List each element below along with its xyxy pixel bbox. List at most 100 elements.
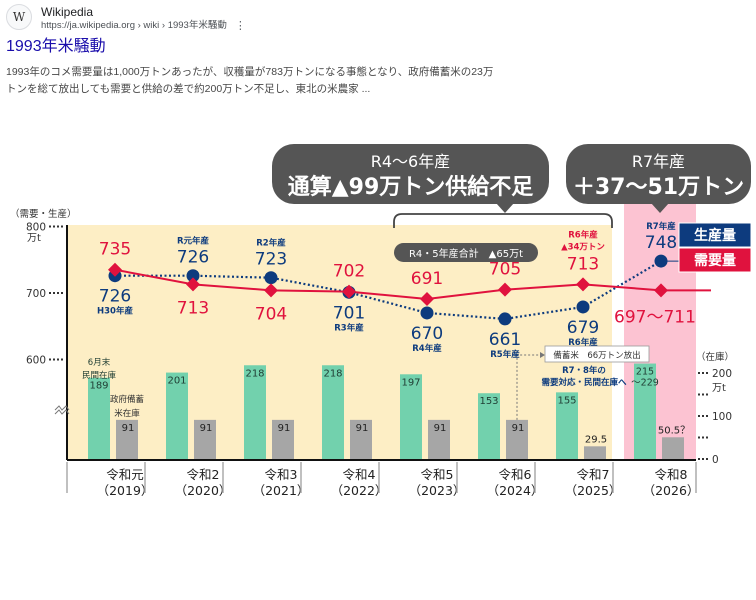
demand-value-label: 713: [567, 254, 599, 274]
data-labels: 189 201 218 218 197 153 155 215〜229 91 91 91 91 91 91…: [82, 221, 752, 445]
production-year-label: R3年産: [334, 322, 364, 333]
axes: （需要・生産） 800 700 600 万t （在庫） 200 100 0 万t 令和元（2019）…: [10, 208, 734, 498]
demand-value-label: 697〜711: [614, 307, 696, 327]
private-stock-label: 218: [245, 368, 264, 379]
demand-point: [108, 262, 122, 277]
shortfall-callout-bubble: [272, 144, 549, 204]
release-note-2: 需要対応・民間在庫へ: [541, 377, 627, 388]
release-box-text: 備蓄米 66万トン放出: [553, 350, 640, 361]
production-value-label: 726: [99, 287, 131, 307]
private-stock-caption: 民間在庫: [82, 370, 117, 381]
production-value-label: 726: [177, 248, 209, 268]
demand-point: [264, 283, 278, 298]
shortfall-callout-line2: 通算▲99万トン供給不足: [288, 174, 534, 200]
shortfall-callout-line1: R4〜6年産: [371, 152, 450, 171]
demand-value-label: 713: [177, 298, 209, 318]
category-era-label: 令和8: [655, 467, 688, 482]
private-stock-bar: [322, 365, 344, 459]
production-year-label: R5年産: [490, 349, 520, 360]
legend-demand-label: 需要量: [694, 252, 736, 269]
production-value-label: 723: [255, 250, 287, 270]
demand-point: [654, 283, 668, 298]
right-tick-label: 0: [712, 454, 719, 466]
gov-stock-bar: [116, 419, 138, 459]
release-note-1: R7・8年の: [562, 365, 606, 376]
production-value-label: 670: [411, 324, 443, 344]
private-stock-bar: [478, 393, 500, 459]
private-stock-label: 189: [89, 381, 108, 392]
production-point: [420, 306, 434, 320]
snippet-line-2: トンを総て放出しても需要と供給の差で約200万トン不足し、東北の米農家 ...: [6, 83, 371, 95]
category-year-label: （2021）: [253, 483, 310, 498]
site-name[interactable]: Wikipedia: [41, 5, 94, 19]
release-connector: [516, 354, 540, 420]
demand-point: [576, 277, 590, 292]
r7-callout-line2: ＋37〜51万トン: [573, 175, 744, 200]
demand-value-label: 691: [411, 269, 443, 289]
gov-stock-bar: [428, 419, 450, 459]
category-year-label: （2022）: [331, 483, 388, 498]
gov-stock-label: 91: [278, 423, 291, 434]
production-point: [264, 271, 278, 285]
private-stock-label: 197: [401, 377, 420, 388]
gov-stock-bar: [662, 437, 684, 459]
demand-value-label: 702: [333, 262, 365, 282]
right-tick-label: 200: [712, 368, 732, 380]
category-era-label: 令和5: [421, 467, 454, 482]
category-era-label: 令和元: [106, 467, 144, 482]
private-stock-bar: [244, 365, 266, 459]
private-stock-label: 218: [323, 368, 342, 379]
category-era-label: 令和7: [577, 467, 610, 482]
production-value-label: 679: [567, 318, 599, 338]
left-axis-label: （需要・生産）: [10, 208, 77, 220]
production-line: [115, 260, 662, 321]
result-snippet: 1993年のコメ需要量は1,000万トンあったが、収穫量が783万トンになる事態…: [6, 64, 536, 98]
legend-production-label: 生産量: [694, 227, 736, 244]
demand-value-label: 735: [99, 240, 131, 260]
private-stock-bar: [634, 363, 656, 459]
result-title-link[interactable]: 1993年米騒動: [6, 38, 106, 55]
url-text[interactable]: https://ja.wikipedia.org › wiki › 1993年米…: [41, 20, 227, 31]
more-vert-icon[interactable]: ⋮: [234, 20, 246, 32]
private-stock-bar: [166, 372, 188, 459]
demand-point: [498, 282, 512, 297]
production-value-label: 748: [645, 233, 677, 253]
private-stock-bar: [88, 377, 110, 459]
demand-point: [342, 284, 356, 299]
r4-r5-tag: [394, 243, 538, 262]
gov-stock-bar: [194, 419, 216, 459]
gov-stock-bar: [350, 419, 372, 459]
production-point: [186, 269, 200, 283]
production-year-label: H30年産: [97, 306, 133, 317]
private-stock-label: 155: [557, 395, 576, 406]
gov-stock-caption: 米在庫: [114, 408, 140, 419]
site-meta: Wikipedia https://ja.wikipedia.org › wik…: [41, 4, 246, 33]
inventory-bars: [88, 363, 684, 459]
gov-stock-label: 91: [356, 423, 369, 434]
left-tick-label: 700: [26, 288, 46, 300]
release-box: [544, 345, 650, 363]
category-year-label: （2024）: [487, 483, 544, 498]
category-year-label: （2025）: [565, 483, 622, 498]
site-row[interactable]: W Wikipedia https://ja.wikipedia.org › w…: [6, 4, 246, 33]
production-point: [498, 312, 512, 326]
private-stock-caption: 6月末: [88, 357, 111, 368]
rice-supply-demand-chart: （需要・生産） 800 700 600 万t （在庫） 200 100 0 万t 令和元（2019）…: [10, 144, 752, 498]
production-point: [654, 254, 668, 268]
private-stock-label: 201: [167, 376, 186, 387]
r4-r5-tag-text: R4・5年産合計 ▲65万t: [409, 247, 523, 260]
demand-point: [420, 291, 434, 306]
demand-value-label: 704: [255, 304, 287, 324]
gov-stock-caption: 政府備蓄: [110, 394, 144, 405]
chart-background: [67, 196, 696, 460]
site-url[interactable]: https://ja.wikipedia.org › wiki › 1993年米…: [41, 19, 246, 33]
private-stock-label: 153: [479, 396, 498, 407]
gov-stock-label: 91: [200, 423, 213, 434]
gov-stock-bar: [584, 446, 606, 459]
private-stock-label: 〜229: [631, 378, 659, 389]
right-axis-label: （在庫）: [696, 351, 734, 363]
gov-stock-label: 50.5？: [658, 425, 690, 436]
right-tick-label: 100: [712, 411, 732, 423]
production-year-label: R7年産: [646, 221, 676, 232]
